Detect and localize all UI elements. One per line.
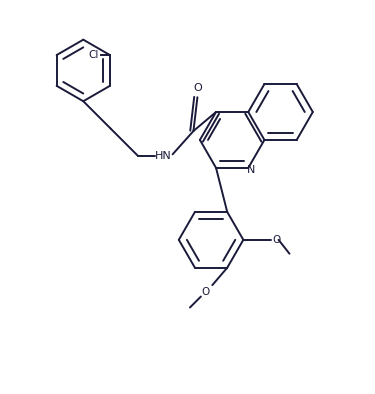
Text: N: N	[247, 165, 255, 175]
Text: Cl: Cl	[88, 50, 99, 60]
Text: O: O	[202, 286, 210, 297]
Text: O: O	[193, 83, 202, 93]
Text: O: O	[273, 235, 281, 245]
Text: HN: HN	[155, 151, 172, 161]
